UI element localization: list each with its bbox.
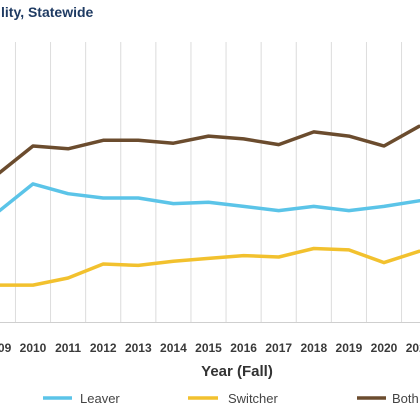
series-line-both <box>0 124 420 175</box>
x-tick-label: 2021 <box>406 341 420 355</box>
x-tick-label: 2010 <box>20 341 47 355</box>
x-tick-label: 2018 <box>300 341 327 355</box>
x-tick-label: 2015 <box>195 341 222 355</box>
chart-title: lity, Statewide <box>1 4 94 20</box>
x-tick-label: 2011 <box>55 341 81 355</box>
x-tick-label: 2014 <box>160 341 187 355</box>
x-tick-labels: 2009 2010 2011 2012 2013 2014 2015 2016 2017 2018… <box>0 341 420 355</box>
x-tick-label: 2012 <box>90 341 117 355</box>
series-line-leaver <box>0 182 420 213</box>
x-axis-title: Year (Fall) <box>201 363 273 380</box>
series-line-switcher <box>0 246 420 287</box>
legend-item-switcher: Switcher <box>188 391 279 406</box>
legend-label-leaver: Leaver <box>80 391 120 406</box>
x-tick-label: 2017 <box>265 341 292 355</box>
x-tick-label: 2019 <box>336 341 363 355</box>
legend-item-leaver: Leaver <box>43 391 120 406</box>
x-tick-label: 2016 <box>230 341 257 355</box>
legend-item-both: Both <box>357 391 419 406</box>
x-tick-label: 2013 <box>125 341 152 355</box>
series-lines <box>0 124 420 287</box>
grid-lines <box>14 42 403 322</box>
legend: Leaver Switcher Both <box>43 391 419 406</box>
legend-label-switcher: Switcher <box>228 391 279 406</box>
x-tick-label: 2009 <box>0 341 12 355</box>
legend-label-both: Both <box>392 391 419 406</box>
x-tick-label: 2020 <box>371 341 398 355</box>
